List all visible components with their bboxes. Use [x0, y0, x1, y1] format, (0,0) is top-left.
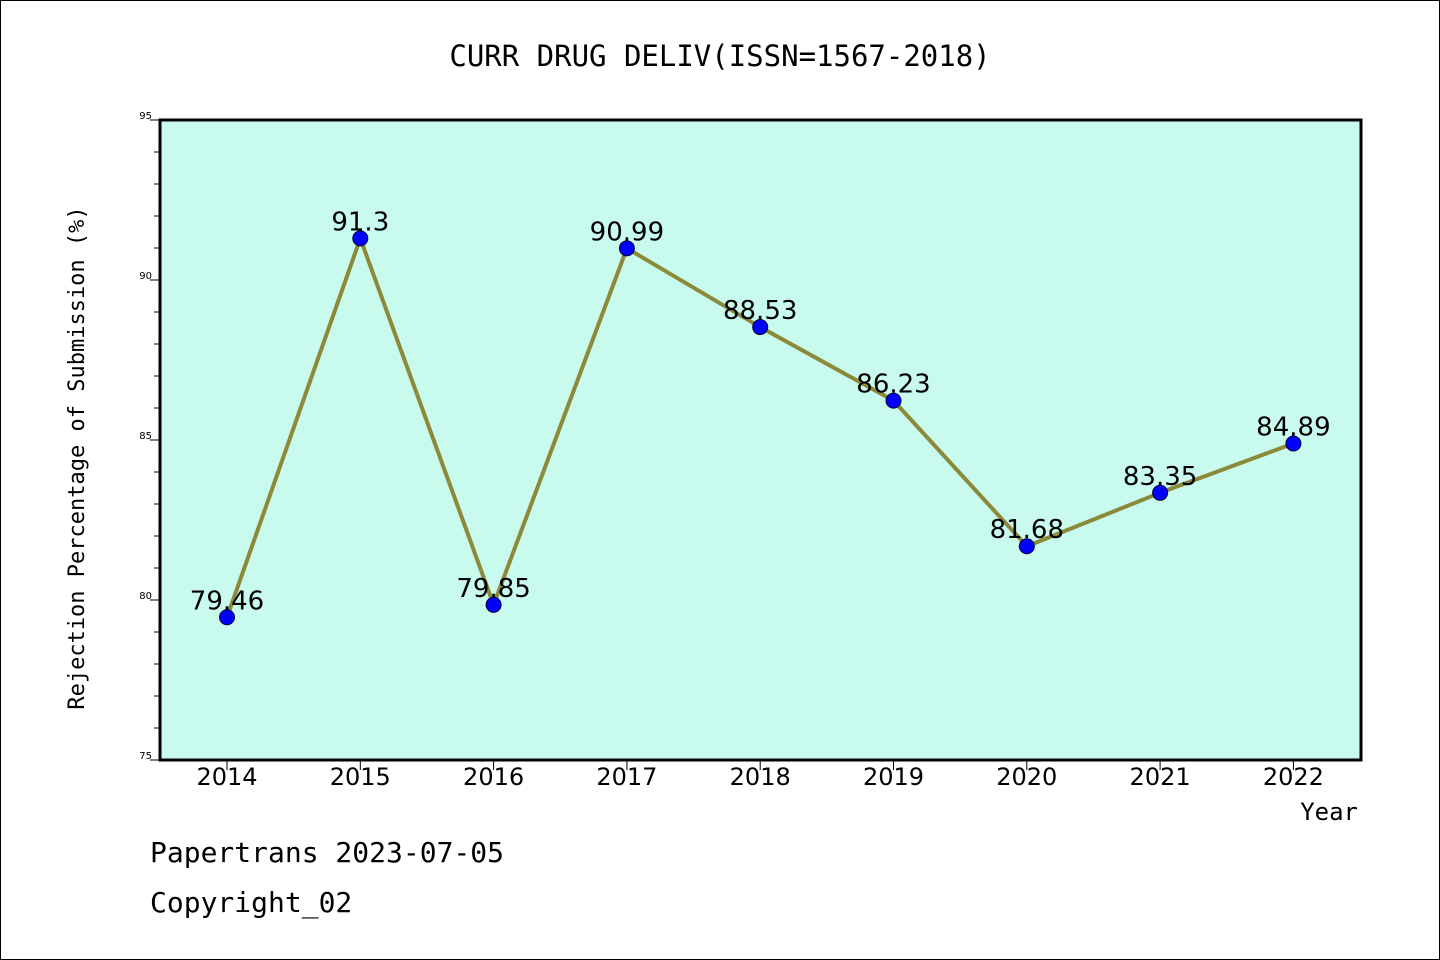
chart-title: CURR DRUG DELIV(ISSN=1567-2018) [449, 39, 990, 73]
data-label: 88.53 [723, 296, 797, 326]
data-point [219, 609, 235, 626]
plot-border [158, 118, 1363, 762]
data-point [1152, 484, 1169, 501]
footer-copyright-text: Copyright_02 [150, 886, 353, 919]
y-tick-label: 80 [139, 591, 152, 602]
y-axis: 75 80 85 90 95 [139, 111, 160, 762]
y-tick-label: 95 [139, 111, 152, 122]
x-tick-label: 2016 [463, 763, 524, 791]
y-axis-label: Rejection Percentage of Submission (%) [65, 206, 90, 709]
x-tick-label: 2022 [1263, 763, 1324, 791]
x-tick-label: 2019 [863, 763, 924, 791]
data-point [1285, 435, 1302, 452]
plot-area [160, 120, 1361, 760]
data-point [352, 230, 369, 247]
data-labels-group: 79.46 91.3 79.85 90.99 88.53 86.23 81.68 83.35 8… [190, 207, 1331, 616]
footer-date-text: Papertrans 2023-07-05 [150, 836, 505, 869]
data-label: 81.68 [990, 515, 1064, 545]
data-point [885, 392, 902, 409]
x-tick-label: 2017 [596, 763, 657, 791]
x-axis-label: Year [1300, 798, 1358, 826]
data-label: 79.85 [456, 574, 530, 604]
data-label: 86.23 [856, 370, 930, 400]
data-label: 84.89 [1256, 413, 1330, 443]
x-axis: 2014 2015 2016 2017 2018 2019 2020 2021 2022 [196, 760, 1324, 791]
data-point [485, 596, 502, 613]
y-tick-label: 85 [139, 431, 152, 442]
data-label: 90.99 [590, 217, 664, 247]
y-tick-label: 75 [139, 751, 152, 762]
x-tick-label: 2018 [730, 763, 791, 791]
x-tick-label: 2014 [196, 763, 257, 791]
data-label: 91.3 [331, 207, 389, 237]
x-tick-label: 2020 [996, 763, 1057, 791]
x-tick-label: 2015 [330, 763, 391, 791]
data-label: 79.46 [190, 586, 264, 616]
y-tick-label: 90 [139, 271, 152, 282]
series-group [219, 230, 1302, 626]
data-label: 83.35 [1123, 462, 1197, 492]
data-point [1018, 538, 1035, 555]
x-tick-label: 2021 [1130, 763, 1191, 791]
data-point [618, 240, 635, 257]
data-point [752, 319, 769, 336]
